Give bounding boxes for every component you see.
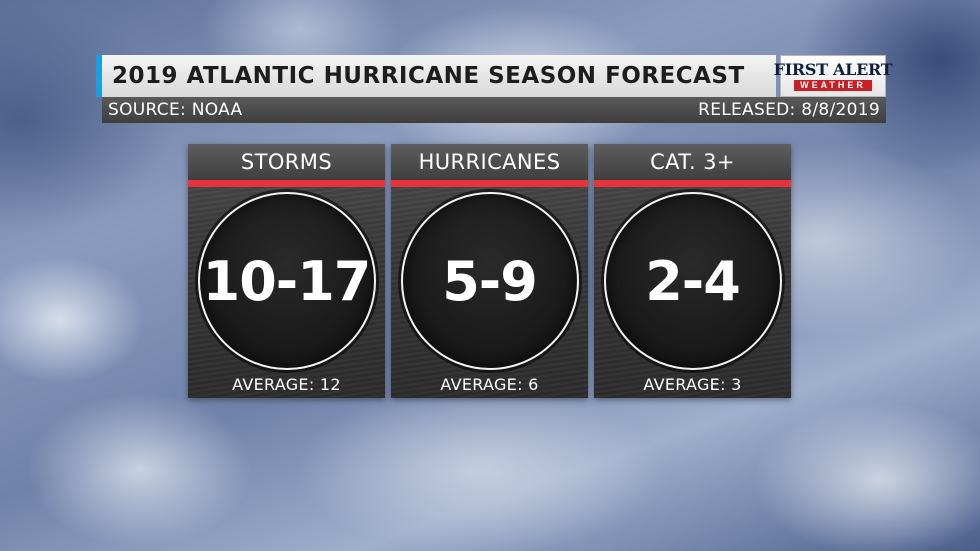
title-bar: 2019 ATLANTIC HURRICANE SEASON FORECAST bbox=[96, 55, 776, 97]
card-cat3: CAT. 3+ 2-4 AVERAGE: 3 bbox=[594, 144, 791, 398]
hurricanes-average: AVERAGE: 6 bbox=[440, 375, 539, 394]
card-red-stripe bbox=[188, 180, 385, 187]
card-header: HURRICANES bbox=[391, 144, 588, 180]
cat3-average: AVERAGE: 3 bbox=[643, 375, 742, 394]
value-circle: 2-4 bbox=[603, 192, 782, 370]
first-alert-weather-logo: FIRST ALERT WEATHER bbox=[774, 55, 893, 97]
released-label: RELEASED: 8/8/2019 bbox=[698, 100, 880, 120]
storms-average: AVERAGE: 12 bbox=[232, 375, 341, 394]
card-hurricanes: HURRICANES 5-9 AVERAGE: 6 bbox=[391, 144, 588, 398]
logo-main-text: FIRST ALERT bbox=[773, 60, 893, 79]
storms-value: 10-17 bbox=[202, 249, 372, 313]
card-red-stripe bbox=[594, 180, 791, 187]
card-header: STORMS bbox=[188, 144, 385, 180]
card-title-cat3: CAT. 3+ bbox=[650, 150, 735, 174]
logo-sub-text: WEATHER bbox=[794, 80, 872, 91]
page-title: 2019 ATLANTIC HURRICANE SEASON FORECAST bbox=[112, 63, 745, 89]
forecast-cards: STORMS 10-17 AVERAGE: 12 HURRICANES 5-9 … bbox=[188, 144, 791, 398]
value-circle: 10-17 bbox=[197, 192, 376, 370]
card-storms: STORMS 10-17 AVERAGE: 12 bbox=[188, 144, 385, 398]
card-title-storms: STORMS bbox=[240, 150, 333, 174]
card-red-stripe bbox=[391, 180, 588, 187]
source-bar: SOURCE: NOAA RELEASED: 8/8/2019 bbox=[102, 97, 886, 123]
cat3-value: 2-4 bbox=[645, 249, 741, 313]
source-label: SOURCE: NOAA bbox=[108, 100, 243, 120]
card-header: CAT. 3+ bbox=[594, 144, 791, 180]
card-title-hurricanes: HURRICANES bbox=[418, 150, 561, 174]
value-circle: 5-9 bbox=[400, 192, 579, 370]
hurricanes-value: 5-9 bbox=[442, 249, 538, 313]
